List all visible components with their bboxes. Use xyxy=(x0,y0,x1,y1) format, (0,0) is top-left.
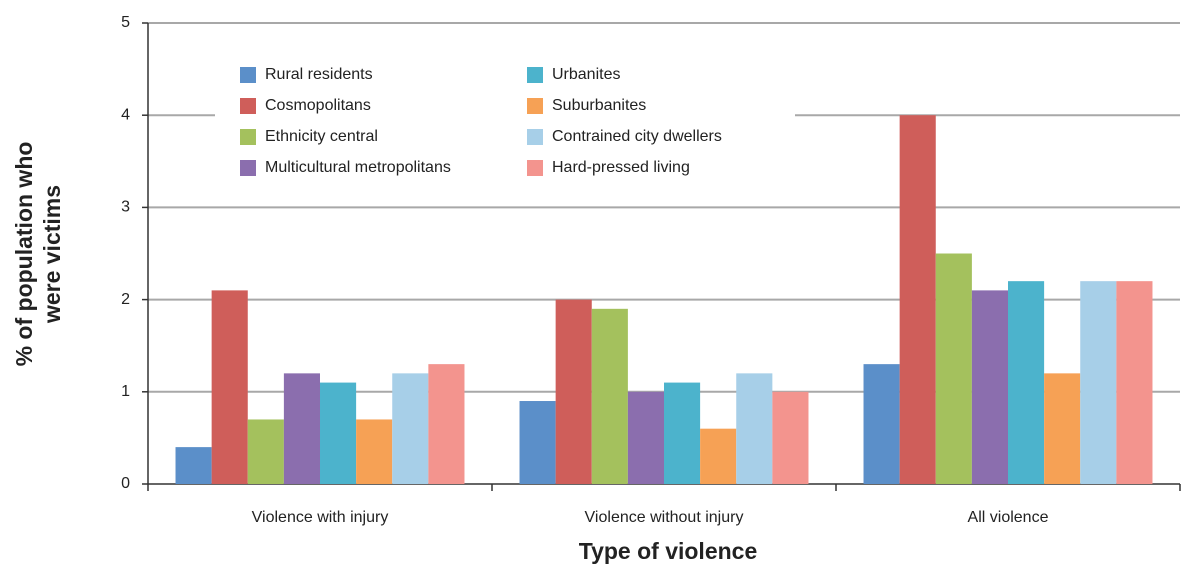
legend-label: Urbanites xyxy=(552,66,620,83)
legend-swatch xyxy=(527,160,543,176)
bar xyxy=(1080,281,1117,484)
y-tick-label: 1 xyxy=(121,383,130,400)
legend-label: Cosmopolitans xyxy=(265,97,371,114)
bar xyxy=(935,253,972,484)
x-tick-label: Violence with injury xyxy=(252,509,389,526)
y-tick-label: 2 xyxy=(121,291,130,308)
legend-swatch xyxy=(240,67,256,83)
legend-box xyxy=(215,55,795,190)
y-axis-label-line: % of population who xyxy=(11,142,37,367)
bar xyxy=(700,428,737,484)
bar xyxy=(555,299,592,484)
y-tick-label: 0 xyxy=(121,475,130,492)
bar xyxy=(863,364,900,484)
bar xyxy=(899,115,936,484)
y-tick-label: 4 xyxy=(121,106,130,123)
bar xyxy=(283,373,320,484)
legend-swatch xyxy=(527,98,543,114)
bar xyxy=(356,419,393,484)
legend-swatch xyxy=(240,129,256,145)
y-tick-label: 3 xyxy=(121,199,130,216)
bar xyxy=(175,447,212,484)
bar xyxy=(627,391,664,484)
bar xyxy=(591,308,628,484)
legend-label: Ethnicity central xyxy=(265,128,378,145)
bar xyxy=(428,364,465,484)
bar xyxy=(772,391,809,484)
y-axis-label: % of population who were victims xyxy=(11,142,65,367)
legend-label: Suburbanites xyxy=(552,97,646,114)
legend-swatch xyxy=(240,160,256,176)
bar xyxy=(1044,373,1081,484)
legend-label: Hard-pressed living xyxy=(552,159,690,176)
legend-label: Contrained city dwellers xyxy=(552,128,722,145)
legend-swatch xyxy=(240,98,256,114)
x-tick-label: Violence without injury xyxy=(585,509,744,526)
legend-swatch xyxy=(527,67,543,83)
x-tick-label: All violence xyxy=(968,509,1049,526)
legend-swatch xyxy=(527,129,543,145)
bar xyxy=(736,373,773,484)
bar xyxy=(1116,281,1153,484)
y-axis-label-line: were victims xyxy=(39,185,65,324)
bar xyxy=(320,382,357,484)
bar xyxy=(247,419,284,484)
x-axis-label: Type of violence xyxy=(579,538,758,564)
legend-label: Multicultural metropolitans xyxy=(265,159,451,176)
bar xyxy=(392,373,429,484)
bar xyxy=(971,290,1008,484)
y-tick-label: 5 xyxy=(121,14,130,31)
bar xyxy=(211,290,248,484)
bar xyxy=(519,401,556,484)
bar xyxy=(664,382,701,484)
legend-label: Rural residents xyxy=(265,66,373,83)
bar xyxy=(1008,281,1045,484)
